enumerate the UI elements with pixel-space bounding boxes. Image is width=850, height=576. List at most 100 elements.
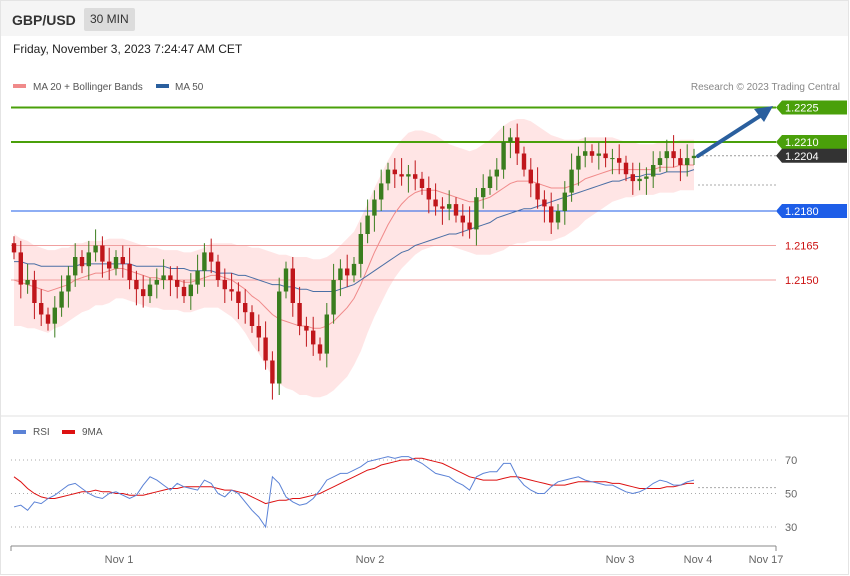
candle-body: [542, 199, 547, 207]
candle-body: [45, 314, 51, 324]
candle-body: [576, 155, 581, 170]
candle: [433, 183, 438, 216]
candle-body: [66, 275, 71, 292]
candle-body: [304, 326, 309, 331]
rsi-tick-30: 30: [785, 522, 797, 534]
candle: [290, 257, 295, 317]
candle-body: [297, 303, 302, 326]
candle: [589, 144, 595, 163]
candle-body: [86, 252, 91, 267]
candle-body: [419, 178, 425, 188]
candle: [249, 305, 255, 333]
candle-body: [290, 268, 295, 303]
candle: [644, 167, 649, 195]
candle: [93, 229, 98, 262]
candle-body: [521, 153, 527, 170]
candle-body: [25, 280, 30, 285]
candle: [222, 268, 227, 303]
forecast-arrow: [696, 106, 773, 158]
candle-body: [569, 169, 574, 193]
ma9-legend-label: 9MA: [82, 427, 103, 438]
candle-body: [664, 151, 669, 159]
candle: [324, 303, 329, 368]
x-tick-label: Nov 2: [356, 554, 385, 566]
forecast-arrow-head: [754, 106, 773, 122]
candle: [311, 316, 316, 356]
candle-body: [583, 151, 588, 156]
candle: [331, 263, 336, 324]
candle: [426, 176, 431, 214]
candle: [460, 204, 465, 237]
candle: [583, 137, 588, 168]
x-tick-label: Nov 4: [684, 554, 713, 566]
candle: [419, 171, 425, 195]
candle: [691, 148, 697, 165]
candle-body: [283, 268, 289, 292]
candle-body: [134, 280, 139, 290]
candle-body: [413, 174, 418, 179]
candle-body: [549, 206, 554, 223]
candle: [569, 153, 574, 202]
candle: [73, 243, 78, 287]
timeframe-button[interactable]: 30 MIN: [84, 8, 135, 31]
top-bar: GBP/USD 30 MIN: [1, 1, 848, 36]
candle: [195, 254, 200, 294]
candle: [277, 277, 282, 395]
candle: [549, 192, 554, 234]
candles: [11, 123, 697, 400]
level-tag-label-1.2225: 1.2225: [785, 103, 819, 115]
candle-body: [617, 158, 622, 163]
ma9-legend-swatch: [62, 430, 75, 434]
candle: [79, 250, 85, 274]
ma9-line: [13, 457, 694, 505]
candle: [664, 139, 669, 172]
candle: [270, 351, 275, 400]
candle-body: [345, 268, 350, 276]
candle-body: [202, 252, 207, 271]
candle: [657, 151, 663, 172]
candle: [297, 286, 302, 336]
candle: [453, 197, 459, 223]
ma50-legend-swatch: [156, 84, 169, 88]
candle-body: [487, 176, 493, 188]
candle-body: [671, 151, 676, 159]
candle: [576, 146, 581, 186]
candle-body: [270, 360, 275, 384]
candle: [413, 160, 418, 191]
ma50-legend-label: MA 50: [175, 82, 204, 93]
candle-body: [535, 183, 540, 200]
candle: [447, 190, 452, 221]
candle-body: [474, 197, 479, 230]
candle: [372, 190, 377, 232]
candle: [678, 148, 683, 182]
candle-body: [406, 174, 411, 177]
candle: [45, 307, 51, 331]
candle-body: [528, 169, 533, 184]
candle: [59, 275, 64, 317]
candle: [542, 190, 547, 223]
candle: [168, 266, 173, 297]
candle: [147, 277, 153, 303]
candle-body: [79, 257, 85, 267]
level-label-1.2165: 1.2165: [785, 241, 819, 253]
candle: [406, 165, 411, 193]
candle: [685, 144, 690, 177]
candle-body: [623, 162, 629, 175]
candle: [202, 243, 207, 287]
candle-body: [317, 344, 323, 354]
x-tick-label: Nov 1: [105, 554, 134, 566]
candle: [651, 151, 656, 188]
candle: [345, 254, 350, 287]
candle-body: [372, 199, 377, 216]
candle: [535, 167, 540, 209]
candle-body: [59, 291, 64, 308]
rsi-legend-swatch: [13, 430, 26, 434]
x-tick-label: Nov 3: [606, 554, 635, 566]
candle-body: [589, 151, 595, 156]
candle-body: [168, 275, 173, 280]
candle: [338, 259, 343, 297]
candle-body: [358, 234, 363, 264]
candle: [474, 188, 479, 246]
rsi-tick-70: 70: [785, 455, 797, 467]
candle: [263, 321, 268, 370]
